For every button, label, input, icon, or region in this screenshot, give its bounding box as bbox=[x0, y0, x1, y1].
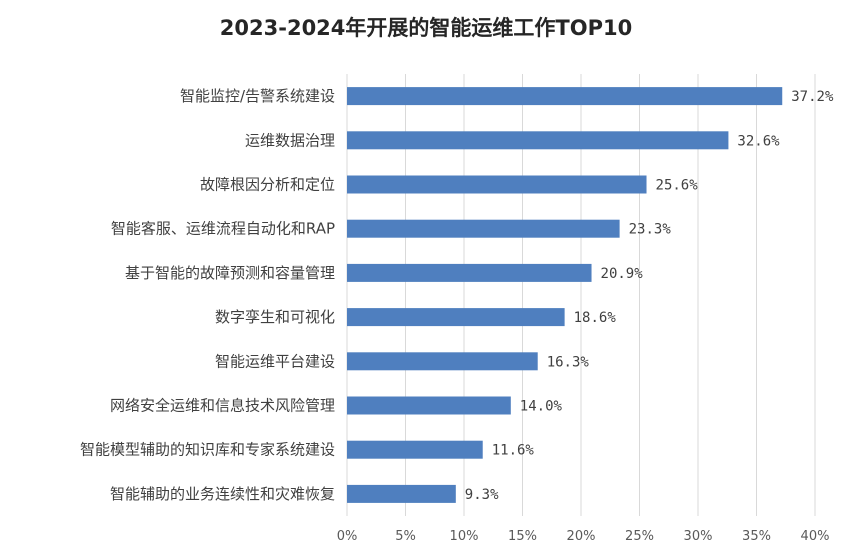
data-label: 20.9% bbox=[601, 266, 644, 282]
bar-6 bbox=[347, 308, 565, 327]
bar-2 bbox=[347, 131, 729, 150]
x-tick-label: 5% bbox=[395, 529, 416, 544]
category-label: 数字孪生和可视化 bbox=[215, 308, 335, 326]
category-label: 智能运维平台建设 bbox=[215, 352, 335, 370]
data-label: 9.3% bbox=[465, 487, 499, 503]
data-label: 14.0% bbox=[520, 399, 563, 415]
data-label: 18.6% bbox=[574, 310, 617, 326]
bar-3 bbox=[347, 175, 647, 194]
x-tick-label: 40% bbox=[801, 529, 830, 544]
category-label: 智能监控/告警系统建设 bbox=[180, 87, 335, 105]
data-label: 23.3% bbox=[629, 222, 672, 238]
category-label: 运维数据治理 bbox=[245, 131, 335, 149]
data-label: 32.6% bbox=[737, 133, 780, 149]
x-tick-label: 25% bbox=[625, 529, 654, 544]
x-tick-label: 0% bbox=[337, 529, 358, 544]
x-tick-label: 20% bbox=[567, 529, 596, 544]
bar-7 bbox=[347, 352, 538, 371]
x-tick-label: 35% bbox=[742, 529, 771, 544]
category-label: 智能客服、运维流程自动化和RAP bbox=[111, 220, 335, 238]
chart-title: 2023-2024年开展的智能运维工作TOP10 bbox=[219, 16, 633, 40]
bar-4 bbox=[347, 219, 620, 238]
bar-5 bbox=[347, 263, 592, 282]
category-label: 基于智能的故障预测和容量管理 bbox=[125, 264, 335, 282]
x-tick-label: 15% bbox=[508, 529, 537, 544]
x-tick-label: 10% bbox=[450, 529, 479, 544]
bar-9 bbox=[347, 440, 483, 459]
data-label: 37.2% bbox=[791, 89, 834, 105]
bar-8 bbox=[347, 396, 511, 415]
data-label: 11.6% bbox=[492, 443, 535, 459]
x-tick-label: 30% bbox=[684, 529, 713, 544]
data-label: 25.6% bbox=[656, 178, 699, 194]
bar-1 bbox=[347, 87, 783, 106]
bar-10 bbox=[347, 484, 456, 503]
category-label: 故障根因分析和定位 bbox=[200, 176, 335, 194]
category-label: 智能辅助的业务连续性和灾难恢复 bbox=[110, 485, 335, 503]
category-label: 智能模型辅助的知识库和专家系统建设 bbox=[80, 441, 335, 459]
data-label: 16.3% bbox=[547, 354, 590, 370]
category-label: 网络安全运维和信息技术风险管理 bbox=[110, 397, 335, 415]
